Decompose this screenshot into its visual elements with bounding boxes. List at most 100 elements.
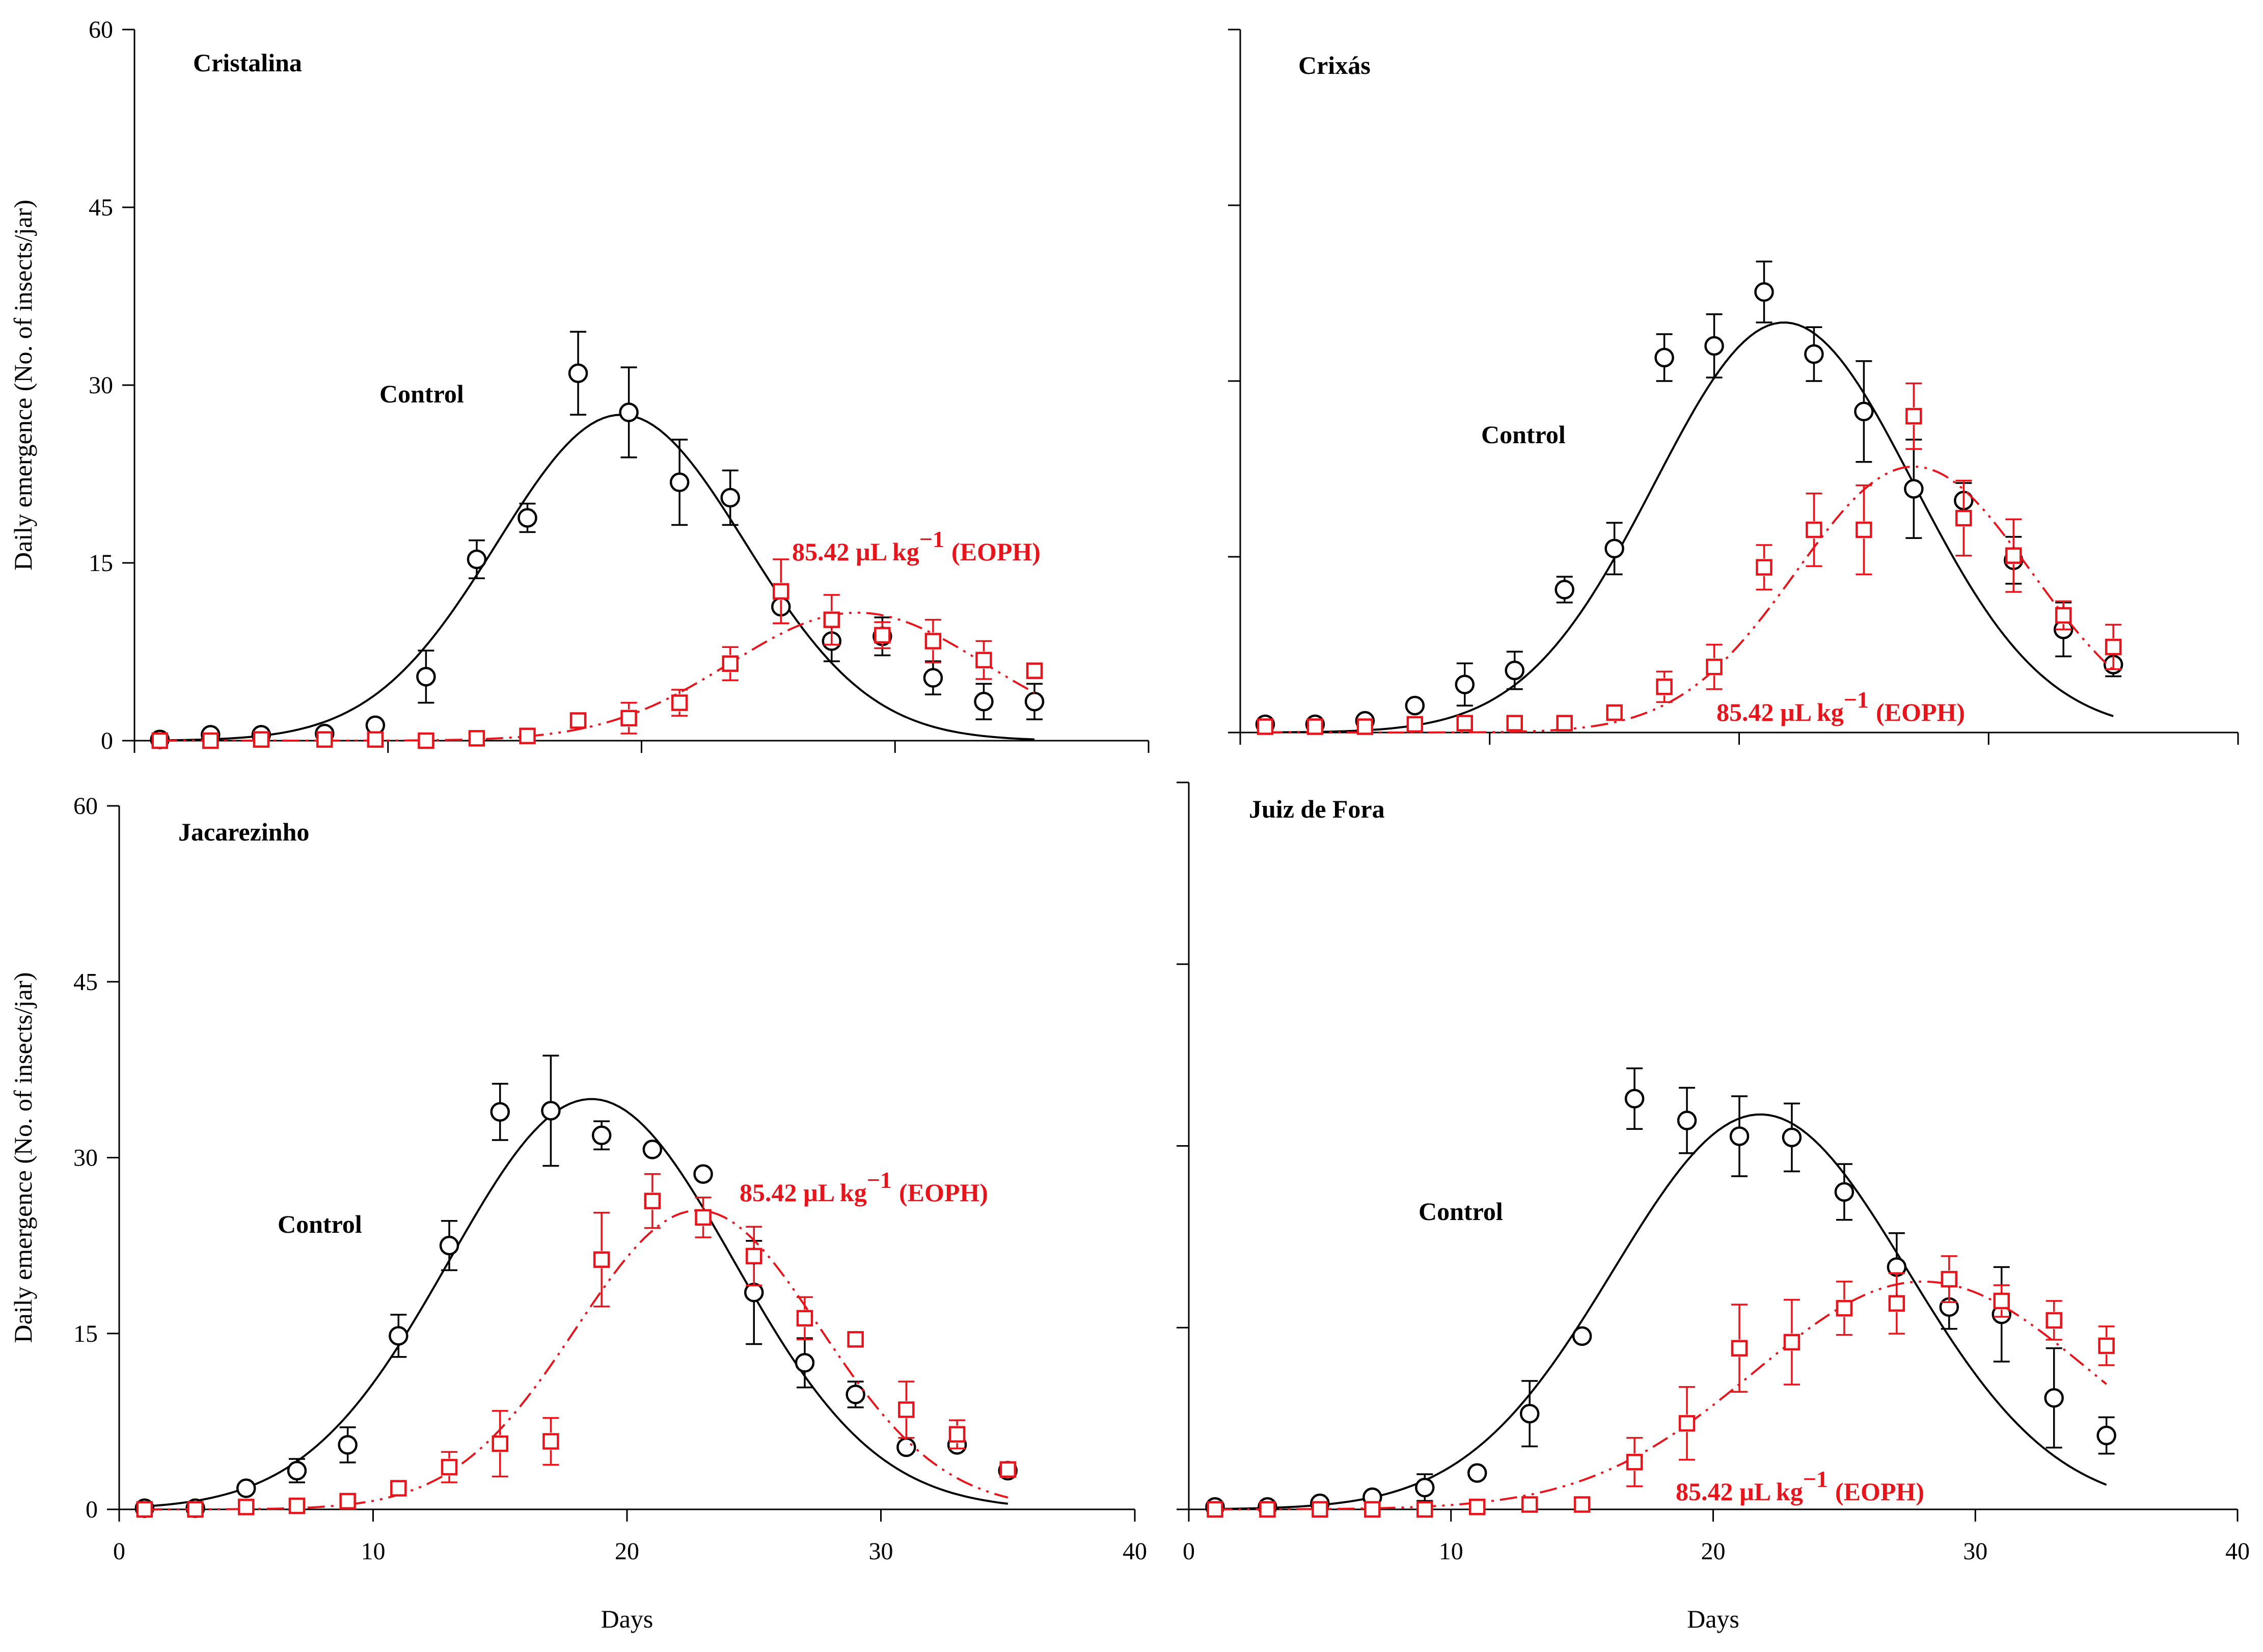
series-label-suffix: (EOPH) xyxy=(1876,698,1965,726)
y-axis-label: Daily emergence (No. of insects/jar) xyxy=(9,972,37,1343)
data-point xyxy=(1677,1111,1697,1130)
series-eoph: 85.42 µL kg−1 (EOPH) xyxy=(151,526,1043,749)
panel-title: Juiz de Fora xyxy=(1249,795,1385,823)
data-point xyxy=(1993,1292,2010,1310)
x-tick-label: 20 xyxy=(1701,1538,1726,1565)
x-tick-label: 10 xyxy=(1439,1538,1463,1565)
data-point xyxy=(367,731,384,748)
data-point xyxy=(1505,660,1524,681)
data-point xyxy=(416,667,436,687)
data-point xyxy=(974,691,994,712)
data-point xyxy=(569,712,587,729)
data-point xyxy=(568,363,588,383)
data-point xyxy=(1756,559,1773,576)
data-point xyxy=(1836,1299,1853,1317)
data-point xyxy=(1259,1501,1276,1518)
data-point xyxy=(1456,715,1474,732)
data-point xyxy=(136,1501,153,1518)
data-point xyxy=(642,1140,663,1159)
series-label-suffix: (EOPH) xyxy=(899,1178,988,1207)
data-point xyxy=(795,1353,815,1373)
data-point xyxy=(1556,715,1573,732)
data-point xyxy=(1856,521,1872,538)
series-label-superscript: −1 xyxy=(867,1167,892,1193)
data-point xyxy=(1356,718,1374,735)
data-point xyxy=(1519,1403,1540,1424)
fit-curve xyxy=(1215,1280,2107,1510)
x-tick-label: 10 xyxy=(361,1538,386,1565)
data-point xyxy=(1506,715,1523,732)
data-point xyxy=(874,627,891,644)
data-point xyxy=(1706,658,1723,675)
data-point xyxy=(1024,691,1045,712)
data-point xyxy=(2105,638,2122,656)
series-label-superscript: −1 xyxy=(1844,687,1869,713)
data-point xyxy=(2005,547,2022,564)
data-point xyxy=(490,1102,510,1122)
data-point xyxy=(542,1433,559,1450)
y-tick-label: 0 xyxy=(101,727,113,754)
data-point xyxy=(1804,344,1824,364)
data-point xyxy=(151,732,169,749)
data-point xyxy=(1754,282,1774,302)
x-axis-label: Days xyxy=(601,1605,653,1633)
data-point xyxy=(720,488,740,508)
x-tick-label: 20 xyxy=(615,1538,639,1565)
x-tick-label: 30 xyxy=(869,1538,893,1565)
data-point xyxy=(1257,718,1274,735)
data-point xyxy=(467,549,487,570)
y-tick-label: 0 xyxy=(86,1496,98,1523)
panel-title: Cristalina xyxy=(193,48,302,77)
data-point xyxy=(1626,1453,1643,1471)
data-point xyxy=(1573,1496,1591,1513)
data-point xyxy=(253,731,270,748)
data-point xyxy=(519,727,536,744)
data-point xyxy=(1654,347,1674,368)
data-point xyxy=(187,1501,204,1518)
data-point xyxy=(1854,401,1874,422)
data-point xyxy=(2096,1425,2116,1446)
data-point xyxy=(923,668,943,688)
series-label: Control xyxy=(379,380,464,408)
data-point xyxy=(1405,695,1425,716)
data-point xyxy=(1782,1127,1802,1148)
data-point xyxy=(2098,1337,2115,1355)
series-control: Control xyxy=(1205,1067,2116,1517)
data-point xyxy=(847,1331,864,1348)
data-point xyxy=(1656,679,1673,695)
data-point xyxy=(541,1101,561,1121)
data-point xyxy=(1207,1501,1223,1518)
y-tick-label: 60 xyxy=(73,793,98,820)
panel-title: Jacarezinho xyxy=(178,818,309,846)
data-point xyxy=(287,1460,307,1481)
series-label: Control xyxy=(1419,1197,1503,1226)
data-point xyxy=(619,402,639,422)
series-label-suffix: (EOPH) xyxy=(951,537,1041,566)
data-point xyxy=(1941,1270,1958,1288)
data-point xyxy=(202,732,219,749)
data-point xyxy=(1834,1182,1855,1202)
data-point xyxy=(1731,1340,1748,1357)
data-point xyxy=(1678,1415,1696,1432)
x-tick-label: 0 xyxy=(113,1538,125,1565)
data-point xyxy=(1783,1334,1801,1351)
data-point xyxy=(744,1282,764,1303)
data-point xyxy=(999,1461,1016,1478)
data-point xyxy=(1904,479,1924,499)
data-point xyxy=(693,1164,713,1184)
panel-title: Crixás xyxy=(1298,51,1371,79)
data-point xyxy=(339,1493,356,1510)
fit-curve xyxy=(1265,465,2114,734)
data-point xyxy=(671,694,688,711)
data-point xyxy=(1312,1501,1328,1518)
data-point xyxy=(517,508,537,528)
data-point xyxy=(823,611,840,628)
y-axis-label: Daily emergence (No. of insects/jar) xyxy=(9,200,37,571)
y-tick-label: 45 xyxy=(89,194,113,221)
data-point xyxy=(948,1426,966,1443)
data-point xyxy=(1955,509,1972,527)
fit-curve xyxy=(144,1209,1008,1510)
data-point xyxy=(1888,1295,1905,1312)
fit-curve xyxy=(159,414,1035,742)
